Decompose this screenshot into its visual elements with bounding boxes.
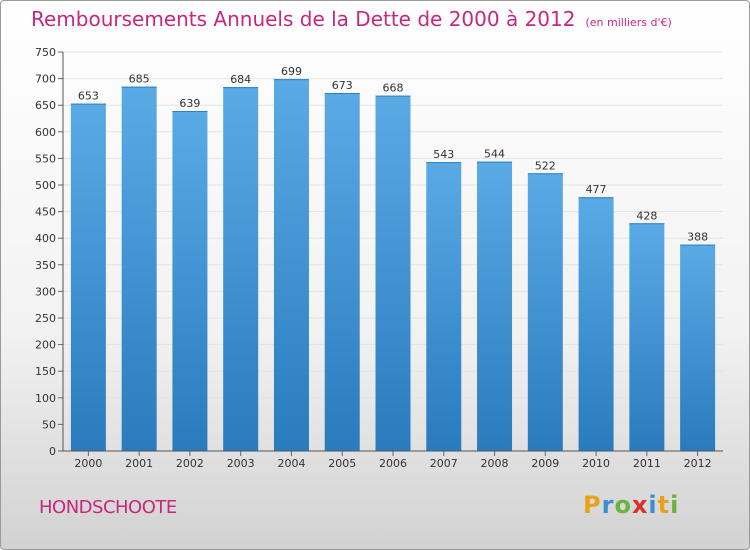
bar bbox=[70, 103, 106, 451]
x-tick-label: 2011 bbox=[633, 457, 661, 470]
data-label: 543 bbox=[433, 148, 454, 161]
y-tick-label: 200 bbox=[35, 339, 56, 352]
y-tick-label: 650 bbox=[35, 99, 56, 112]
x-tick-label: 2008 bbox=[481, 457, 509, 470]
y-tick-label: 100 bbox=[35, 392, 56, 405]
proxiti-logo: Proxiti bbox=[583, 491, 679, 519]
x-tick-label: 2002 bbox=[176, 457, 204, 470]
chart-title: Remboursements Annuels de la Dette de 20… bbox=[31, 7, 672, 31]
data-label: 477 bbox=[586, 183, 607, 196]
bar bbox=[324, 92, 360, 452]
bar bbox=[223, 87, 259, 451]
y-tick-label: 300 bbox=[35, 285, 56, 298]
x-tick-label: 2005 bbox=[328, 457, 356, 470]
bar bbox=[273, 79, 309, 451]
logo-letter: i bbox=[648, 491, 658, 519]
logo-letter: r bbox=[601, 491, 615, 519]
data-label: 653 bbox=[78, 90, 99, 103]
y-tick-label: 500 bbox=[35, 179, 56, 192]
data-label: 639 bbox=[179, 97, 200, 110]
x-tick-label: 2003 bbox=[227, 457, 255, 470]
x-tick-label: 2009 bbox=[531, 457, 559, 470]
x-tick-label: 2006 bbox=[379, 457, 407, 470]
bar bbox=[426, 162, 462, 451]
data-label: 522 bbox=[535, 159, 556, 172]
title-text: Remboursements Annuels de la Dette de 20… bbox=[31, 7, 576, 31]
axes: 0 50 100 150 200 250 300 350 400 450 500 550 600 650 7… bbox=[35, 46, 723, 470]
x-tick-label: 2001 bbox=[125, 457, 153, 470]
commune-name: HONDSCHOOTE bbox=[39, 497, 177, 518]
y-tick-label: 50 bbox=[42, 418, 56, 431]
y-tick-label: 450 bbox=[35, 206, 56, 219]
logo-letter: t bbox=[657, 491, 671, 519]
y-tick-label: 350 bbox=[35, 259, 56, 272]
y-tick-label: 550 bbox=[35, 152, 56, 165]
data-label: 673 bbox=[332, 79, 353, 92]
x-tick-label: 2004 bbox=[277, 457, 305, 470]
logo-letter: P bbox=[583, 491, 602, 519]
x-tick-label: 2000 bbox=[74, 457, 102, 470]
bar bbox=[680, 244, 716, 451]
bar bbox=[477, 161, 513, 452]
y-tick-label: 0 bbox=[49, 445, 56, 458]
data-label: 668 bbox=[383, 82, 404, 95]
data-label: 685 bbox=[129, 73, 150, 86]
y-tick-label: 750 bbox=[35, 46, 56, 59]
y-tick-label: 250 bbox=[35, 312, 56, 325]
bar bbox=[172, 111, 208, 451]
x-tick-label: 2007 bbox=[430, 457, 458, 470]
data-label: 684 bbox=[230, 73, 251, 86]
data-label: 428 bbox=[636, 209, 657, 222]
bar bbox=[527, 173, 563, 451]
data-label: 544 bbox=[484, 148, 505, 161]
bar bbox=[629, 223, 665, 451]
data-label: 388 bbox=[687, 231, 708, 244]
unit-label: (en milliers d'€) bbox=[585, 16, 672, 29]
bar bbox=[578, 197, 614, 451]
bar bbox=[375, 95, 411, 452]
bars: 653 685 639 684 699 673 668 543 544 522 477 428 388 bbox=[70, 65, 716, 452]
y-tick-label: 600 bbox=[35, 126, 56, 139]
x-tick-label: 2012 bbox=[684, 457, 712, 470]
logo-letter: o bbox=[614, 491, 632, 519]
y-tick-label: 400 bbox=[35, 232, 56, 245]
y-tick-label: 150 bbox=[35, 365, 56, 378]
x-tick-label: 2010 bbox=[582, 457, 610, 470]
data-label: 699 bbox=[281, 65, 302, 78]
bar bbox=[121, 86, 157, 451]
y-tick-label: 700 bbox=[35, 73, 56, 86]
logo-letter: i bbox=[670, 491, 680, 519]
logo-letter: x bbox=[631, 491, 649, 519]
